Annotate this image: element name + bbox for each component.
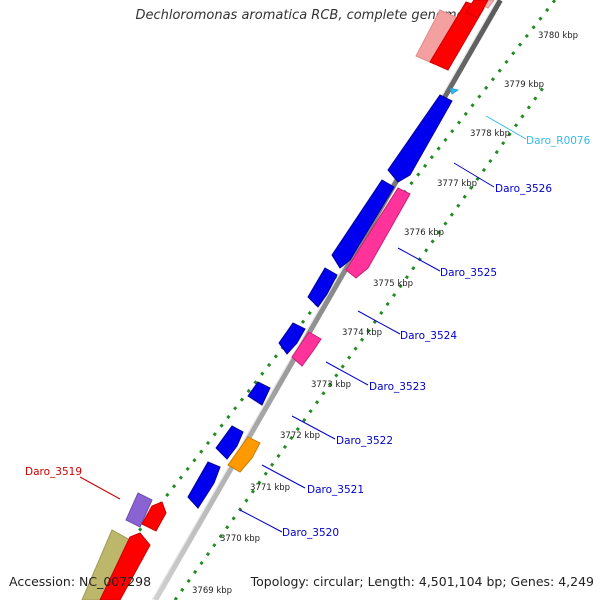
inner-blue-cds-3521 — [215, 425, 244, 460]
inner-blue-cds-3525 — [331, 179, 395, 269]
scale-label-3778: 3778 kbp — [470, 129, 510, 139]
inner-red-cds-2 — [141, 501, 167, 532]
gene-label-3520[interactable]: Daro_3520 — [282, 527, 339, 539]
topology-text: Topology: circular; Length: 4,501,104 bp… — [250, 574, 594, 589]
scale-label-3776: 3776 kbp — [404, 228, 444, 238]
map-title: Dechloromonas aromatica RCB, complete ge… — [135, 8, 465, 23]
leader-line-3521 — [261, 464, 306, 489]
genome-backbone-highlight — [151, 0, 498, 600]
scale-label-3779: 3779 kbp — [504, 80, 544, 90]
inner-tick-line — [173, 84, 547, 600]
accession-text: Accession: NC_007298 — [9, 574, 152, 589]
gene-label-3524[interactable]: Daro_3524 — [400, 330, 457, 342]
inner-pink-cds-3523 — [291, 331, 322, 367]
gene-label-3525[interactable]: Daro_3525 — [440, 267, 497, 279]
inner-orange-cds-3521 — [227, 436, 261, 473]
genome-backbone — [152, 0, 503, 600]
gene-label-3523[interactable]: Daro_3523 — [369, 381, 426, 393]
gene-label-3521[interactable]: Daro_3521 — [307, 484, 364, 496]
scale-label-3772: 3772 kbp — [280, 431, 320, 441]
inner-cyan-rna-R0076 — [449, 87, 459, 95]
outer-purple-cds — [125, 492, 153, 528]
inner-red-cds-top-2 — [465, 0, 489, 19]
leader-line-3519 — [79, 476, 121, 500]
inner-blue-cds-3520 — [187, 461, 221, 509]
inner-blue-cds-3523 — [278, 322, 306, 355]
leader-line-3526 — [453, 162, 495, 188]
gene-label-R0076[interactable]: Daro_R0076 — [526, 135, 591, 147]
scale-label-3771: 3771 kbp — [250, 483, 290, 493]
inner-blue-cds-3524 — [307, 267, 338, 308]
inner-blue-cds-3522 — [247, 381, 271, 406]
gene-label-3526[interactable]: Daro_3526 — [495, 183, 552, 195]
leader-line-3523 — [325, 361, 369, 386]
scale-label-3777: 3777 kbp — [437, 179, 477, 189]
leader-line-3524 — [357, 310, 401, 335]
gene-label-3519[interactable]: Daro_3519 — [25, 466, 82, 478]
gene-label-3522[interactable]: Daro_3522 — [336, 435, 393, 447]
leader-line-3525 — [397, 247, 441, 272]
leader-line-3520 — [239, 509, 283, 533]
scale-label-3773: 3773 kbp — [311, 380, 351, 390]
scale-label-3770: 3770 kbp — [220, 534, 260, 544]
scale-label-3780: 3780 kbp — [538, 31, 578, 41]
inner-pink-cds-3525 — [345, 187, 411, 279]
scale-label-3775: 3775 kbp — [373, 279, 413, 289]
scale-label-3769: 3769 kbp — [192, 586, 232, 596]
leader-line-R0076 — [485, 115, 527, 140]
inner-red-cds-1 — [99, 532, 151, 600]
scale-label-3774: 3774 kbp — [342, 328, 382, 338]
leader-line-3522 — [291, 415, 336, 440]
inner-blue-cds-3526 — [387, 94, 453, 183]
